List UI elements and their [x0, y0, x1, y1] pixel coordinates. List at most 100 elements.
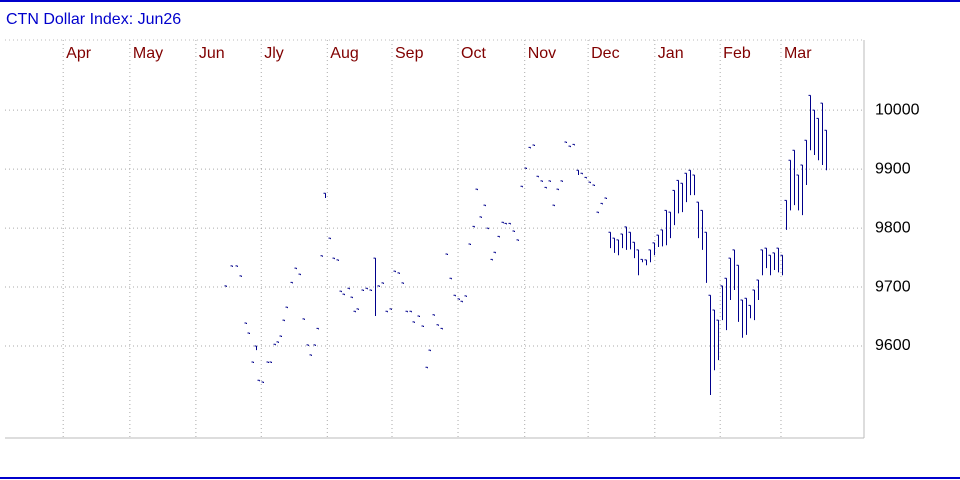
y-tick-label: 9800 [875, 219, 911, 236]
price-bar [664, 209, 667, 246]
price-bar [269, 361, 272, 363]
price-bar [812, 109, 815, 155]
price-bar [616, 239, 619, 256]
price-bar [464, 295, 467, 297]
price-bar [266, 361, 269, 363]
price-bar [744, 297, 747, 335]
price-bar [412, 321, 415, 323]
price-bar [350, 296, 353, 299]
price-bar [728, 257, 731, 301]
price-bar [282, 319, 285, 322]
x-tick-label: Aug [330, 45, 358, 62]
price-bar [453, 294, 456, 297]
y-tick-label: 9600 [875, 337, 911, 354]
price-bar [596, 211, 599, 214]
price-bar [389, 308, 392, 310]
price-bar [588, 181, 591, 184]
x-tick-label: Feb [723, 45, 751, 62]
price-bar [800, 164, 803, 216]
price-bar [401, 282, 404, 284]
price-bar [552, 204, 555, 207]
price-bar [353, 310, 356, 313]
price-bar [640, 258, 643, 263]
price-bar [254, 345, 257, 351]
price-bar [780, 254, 783, 276]
price-bar [279, 335, 282, 337]
price-bar [230, 265, 233, 267]
price-bar [512, 230, 515, 233]
price-bar [776, 247, 779, 273]
price-bar [460, 300, 463, 303]
price-bar [273, 343, 276, 346]
price-bar [568, 145, 571, 148]
x-tick-label: Oct [461, 45, 486, 62]
price-bar [752, 289, 755, 321]
price-bar [768, 254, 771, 276]
price-bar [676, 179, 679, 214]
price-bar [397, 272, 400, 274]
price-bar [668, 211, 671, 239]
price-bar [816, 117, 819, 161]
x-tick-label: Sep [395, 45, 424, 62]
price-bar [468, 243, 471, 246]
x-tick-label: Mar [784, 45, 812, 62]
price-bar [405, 310, 408, 313]
price-bar [684, 172, 687, 203]
price-bar [660, 229, 663, 247]
x-tick-label: Dec [591, 45, 619, 62]
price-bar [620, 233, 623, 249]
price-bar [648, 249, 651, 263]
price-bar [313, 344, 316, 346]
price-bar [820, 102, 823, 166]
price-bar [592, 184, 595, 187]
price-bar [417, 315, 420, 317]
price-bar [224, 285, 227, 287]
price-bar [712, 309, 715, 371]
price-bar [425, 366, 428, 369]
price-bar [696, 201, 699, 239]
x-tick-label: Apr [66, 45, 92, 62]
price-bar [369, 289, 372, 292]
price-bar [644, 259, 647, 266]
price-bar [632, 241, 635, 259]
price-bar [796, 174, 799, 211]
price-bar [347, 287, 350, 290]
price-bar [479, 216, 482, 218]
price-bar [524, 167, 527, 169]
price-bar [239, 275, 242, 277]
price-bar [792, 149, 795, 206]
price-bar [732, 249, 735, 291]
chart-title: CTN Dollar Index: Jun26 [6, 11, 181, 28]
price-bar [432, 314, 435, 316]
x-tick-label: Nov [528, 45, 556, 62]
price-bar [656, 234, 659, 247]
y-tick-label: 9900 [875, 160, 911, 177]
price-bar [316, 327, 319, 330]
price-bar [580, 172, 583, 175]
price-bar [449, 277, 452, 280]
price-bar [600, 202, 603, 205]
x-tick-label: Jly [264, 45, 284, 62]
x-tick-label: May [133, 45, 163, 62]
price-bar [490, 258, 493, 261]
price-bar [604, 197, 607, 200]
price-bar [628, 231, 631, 250]
price-bar [472, 225, 475, 228]
price-bar [436, 324, 439, 326]
price-bar [385, 310, 388, 313]
price-bar [428, 349, 431, 352]
price-bar [336, 259, 339, 261]
price-bar [612, 237, 615, 253]
price-bar [483, 204, 486, 207]
price-bar [576, 169, 579, 176]
price-bar [493, 251, 496, 254]
price-bar [298, 273, 301, 276]
price-bar [306, 344, 309, 346]
price-bar [381, 282, 384, 284]
price-bar [257, 379, 260, 382]
price-bar [501, 221, 504, 224]
price-bar [532, 144, 535, 146]
price-bar [720, 285, 723, 321]
price-bar [373, 257, 376, 316]
